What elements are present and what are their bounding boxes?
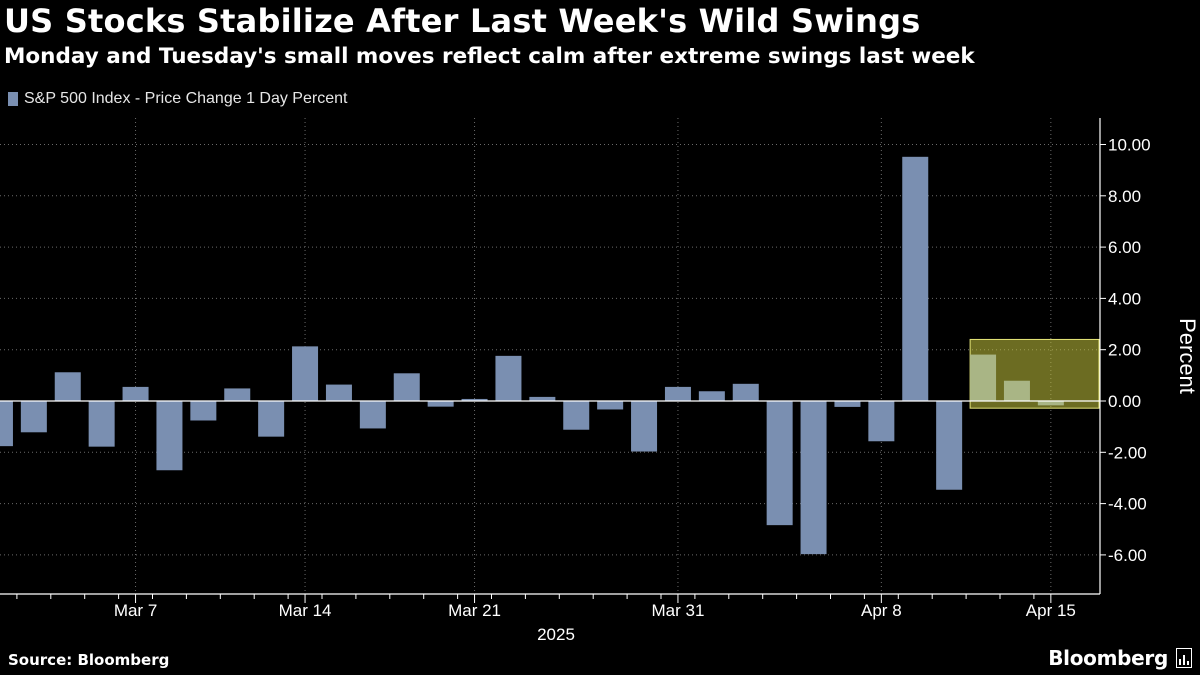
bar xyxy=(224,388,251,401)
legend-label: S&P 500 Index - Price Change 1 Day Perce… xyxy=(24,90,348,107)
bar xyxy=(597,401,624,410)
bar xyxy=(190,401,217,421)
bar xyxy=(936,401,963,490)
bar xyxy=(54,372,81,401)
y-tick-label: -6.00 xyxy=(1108,546,1147,565)
bar xyxy=(20,401,47,433)
bar xyxy=(631,401,658,452)
bar xyxy=(258,401,285,437)
x-tick-label: Apr 8 xyxy=(861,601,902,620)
bar xyxy=(461,398,488,401)
chart-title: US Stocks Stabilize After Last Week's Wi… xyxy=(4,2,921,40)
y-tick-label: 6.00 xyxy=(1108,238,1141,257)
bar xyxy=(698,391,725,401)
bar xyxy=(766,401,793,526)
bar xyxy=(902,156,929,401)
y-tick-label: 8.00 xyxy=(1108,187,1141,206)
x-tick-label: Mar 14 xyxy=(279,601,332,620)
bar xyxy=(427,401,454,407)
bar xyxy=(1003,380,1030,401)
x-tick-label: Mar 31 xyxy=(651,601,704,620)
x-tick-label: Mar 7 xyxy=(114,601,157,620)
legend: S&P 500 Index - Price Change 1 Day Perce… xyxy=(8,90,347,108)
x-tick-label: Mar 21 xyxy=(448,601,501,620)
bar xyxy=(970,354,997,401)
bar xyxy=(563,401,590,430)
y-tick-label: -2.00 xyxy=(1108,443,1147,462)
brand-name: Bloomberg xyxy=(1048,646,1168,670)
bar xyxy=(529,396,556,401)
bar xyxy=(664,386,691,401)
bar xyxy=(88,401,115,447)
bar xyxy=(732,383,759,401)
legend-swatch xyxy=(8,92,18,106)
y-tick-label: 0.00 xyxy=(1108,392,1141,411)
y-tick-label: -4.00 xyxy=(1108,495,1147,514)
y-tick-label: 4.00 xyxy=(1108,289,1141,308)
bloomberg-chart-icon xyxy=(1176,648,1192,668)
bar xyxy=(834,401,861,407)
bar xyxy=(156,401,183,471)
x-year-label: 2025 xyxy=(537,625,575,644)
y-tick-label: 10.00 xyxy=(1108,136,1151,155)
x-tick-label: Apr 15 xyxy=(1026,601,1076,620)
chart-subtitle: Monday and Tuesday's small moves reflect… xyxy=(4,44,975,69)
bar xyxy=(359,401,386,429)
bar xyxy=(122,386,149,401)
brand-logo: Bloomberg xyxy=(1048,646,1192,670)
bar xyxy=(0,401,13,447)
y-tick-label: 2.00 xyxy=(1108,341,1141,360)
bar xyxy=(1037,401,1064,406)
y-axis-title: Percent xyxy=(1175,318,1200,394)
bar xyxy=(292,346,319,401)
bar xyxy=(325,384,352,401)
bar xyxy=(868,401,895,442)
source-note: Source: Bloomberg xyxy=(8,651,170,669)
bar xyxy=(495,355,522,401)
bar xyxy=(800,401,827,555)
bar xyxy=(393,373,420,401)
